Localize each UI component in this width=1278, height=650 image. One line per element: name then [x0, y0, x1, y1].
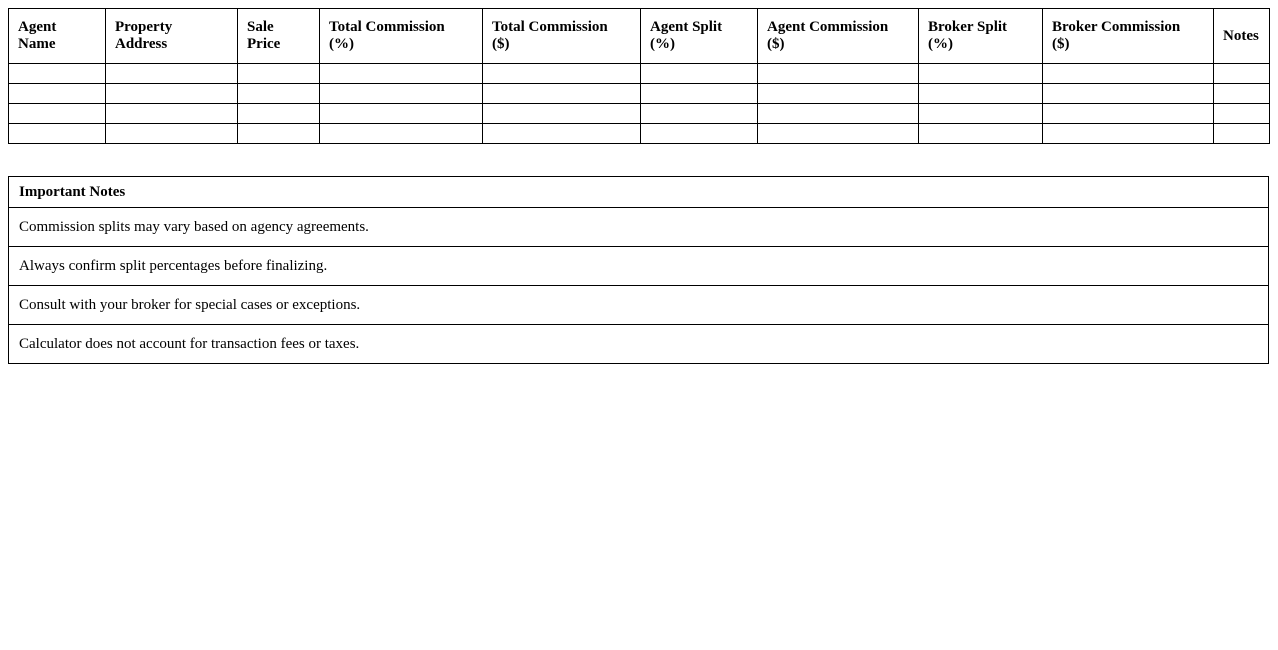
note-text: Consult with your broker for special cas… [8, 285, 1269, 325]
empty-cell [319, 103, 483, 124]
column-header-broker-commission-usd: Broker Commission ($) [1042, 8, 1214, 64]
empty-cell [1213, 103, 1270, 124]
empty-cell [757, 63, 919, 84]
empty-cell [1213, 83, 1270, 104]
empty-cell [8, 63, 106, 84]
note-row: Consult with your broker for special cas… [8, 285, 1269, 325]
empty-cell [237, 63, 320, 84]
column-header-agent-commission-usd: Agent Commission ($) [757, 8, 919, 64]
empty-cell [1042, 103, 1214, 124]
empty-cell [1213, 63, 1270, 84]
empty-cell [105, 123, 238, 144]
empty-cell [640, 103, 758, 124]
empty-data-row [8, 103, 1270, 124]
empty-cell [1042, 83, 1214, 104]
empty-cell [237, 123, 320, 144]
column-header-broker-split-pct: Broker Split (%) [918, 8, 1043, 64]
note-row: Always confirm split percentages before … [8, 246, 1269, 286]
empty-data-row [8, 83, 1270, 104]
important-notes-title: Important Notes [8, 176, 1269, 208]
commission-table-body [8, 63, 1270, 144]
column-header-total-commission-pct: Total Commission (%) [319, 8, 483, 64]
empty-cell [8, 103, 106, 124]
column-header-agent-name: Agent Name [8, 8, 106, 64]
empty-cell [1042, 123, 1214, 144]
empty-cell [1042, 63, 1214, 84]
note-text: Always confirm split percentages before … [8, 246, 1269, 286]
important-notes-header-row: Important Notes [8, 176, 1269, 208]
empty-cell [757, 123, 919, 144]
empty-cell [640, 63, 758, 84]
empty-cell [8, 123, 106, 144]
note-row: Calculator does not account for transact… [8, 324, 1269, 364]
column-header-sale-price: Sale Price [237, 8, 320, 64]
empty-cell [640, 123, 758, 144]
document-page: Agent Name Property Address Sale Price T… [8, 8, 1270, 364]
empty-cell [640, 83, 758, 104]
note-text: Calculator does not account for transact… [8, 324, 1269, 364]
empty-cell [8, 83, 106, 104]
empty-cell [918, 103, 1043, 124]
commission-calculator-table: Agent Name Property Address Sale Price T… [8, 8, 1270, 144]
empty-cell [918, 63, 1043, 84]
note-row: Commission splits may vary based on agen… [8, 207, 1269, 247]
column-header-notes: Notes [1213, 8, 1270, 64]
column-header-property-address: Property Address [105, 8, 238, 64]
empty-cell [237, 83, 320, 104]
empty-cell [918, 83, 1043, 104]
note-text: Commission splits may vary based on agen… [8, 207, 1269, 247]
empty-cell [105, 103, 238, 124]
column-header-total-commission-usd: Total Commission ($) [482, 8, 641, 64]
empty-cell [319, 63, 483, 84]
column-header-agent-split-pct: Agent Split (%) [640, 8, 758, 64]
empty-cell [1213, 123, 1270, 144]
empty-cell [237, 103, 320, 124]
empty-cell [482, 63, 641, 84]
empty-cell [105, 63, 238, 84]
empty-cell [319, 123, 483, 144]
important-notes-table: Important Notes Commission splits may va… [8, 176, 1269, 364]
empty-data-row [8, 123, 1270, 144]
commission-table-header-row: Agent Name Property Address Sale Price T… [8, 8, 1270, 64]
empty-cell [319, 83, 483, 104]
empty-cell [482, 103, 641, 124]
empty-cell [918, 123, 1043, 144]
empty-cell [482, 83, 641, 104]
empty-cell [105, 83, 238, 104]
empty-cell [757, 103, 919, 124]
empty-cell [757, 83, 919, 104]
empty-data-row [8, 63, 1270, 84]
empty-cell [482, 123, 641, 144]
important-notes-body: Commission splits may vary based on agen… [8, 207, 1269, 364]
